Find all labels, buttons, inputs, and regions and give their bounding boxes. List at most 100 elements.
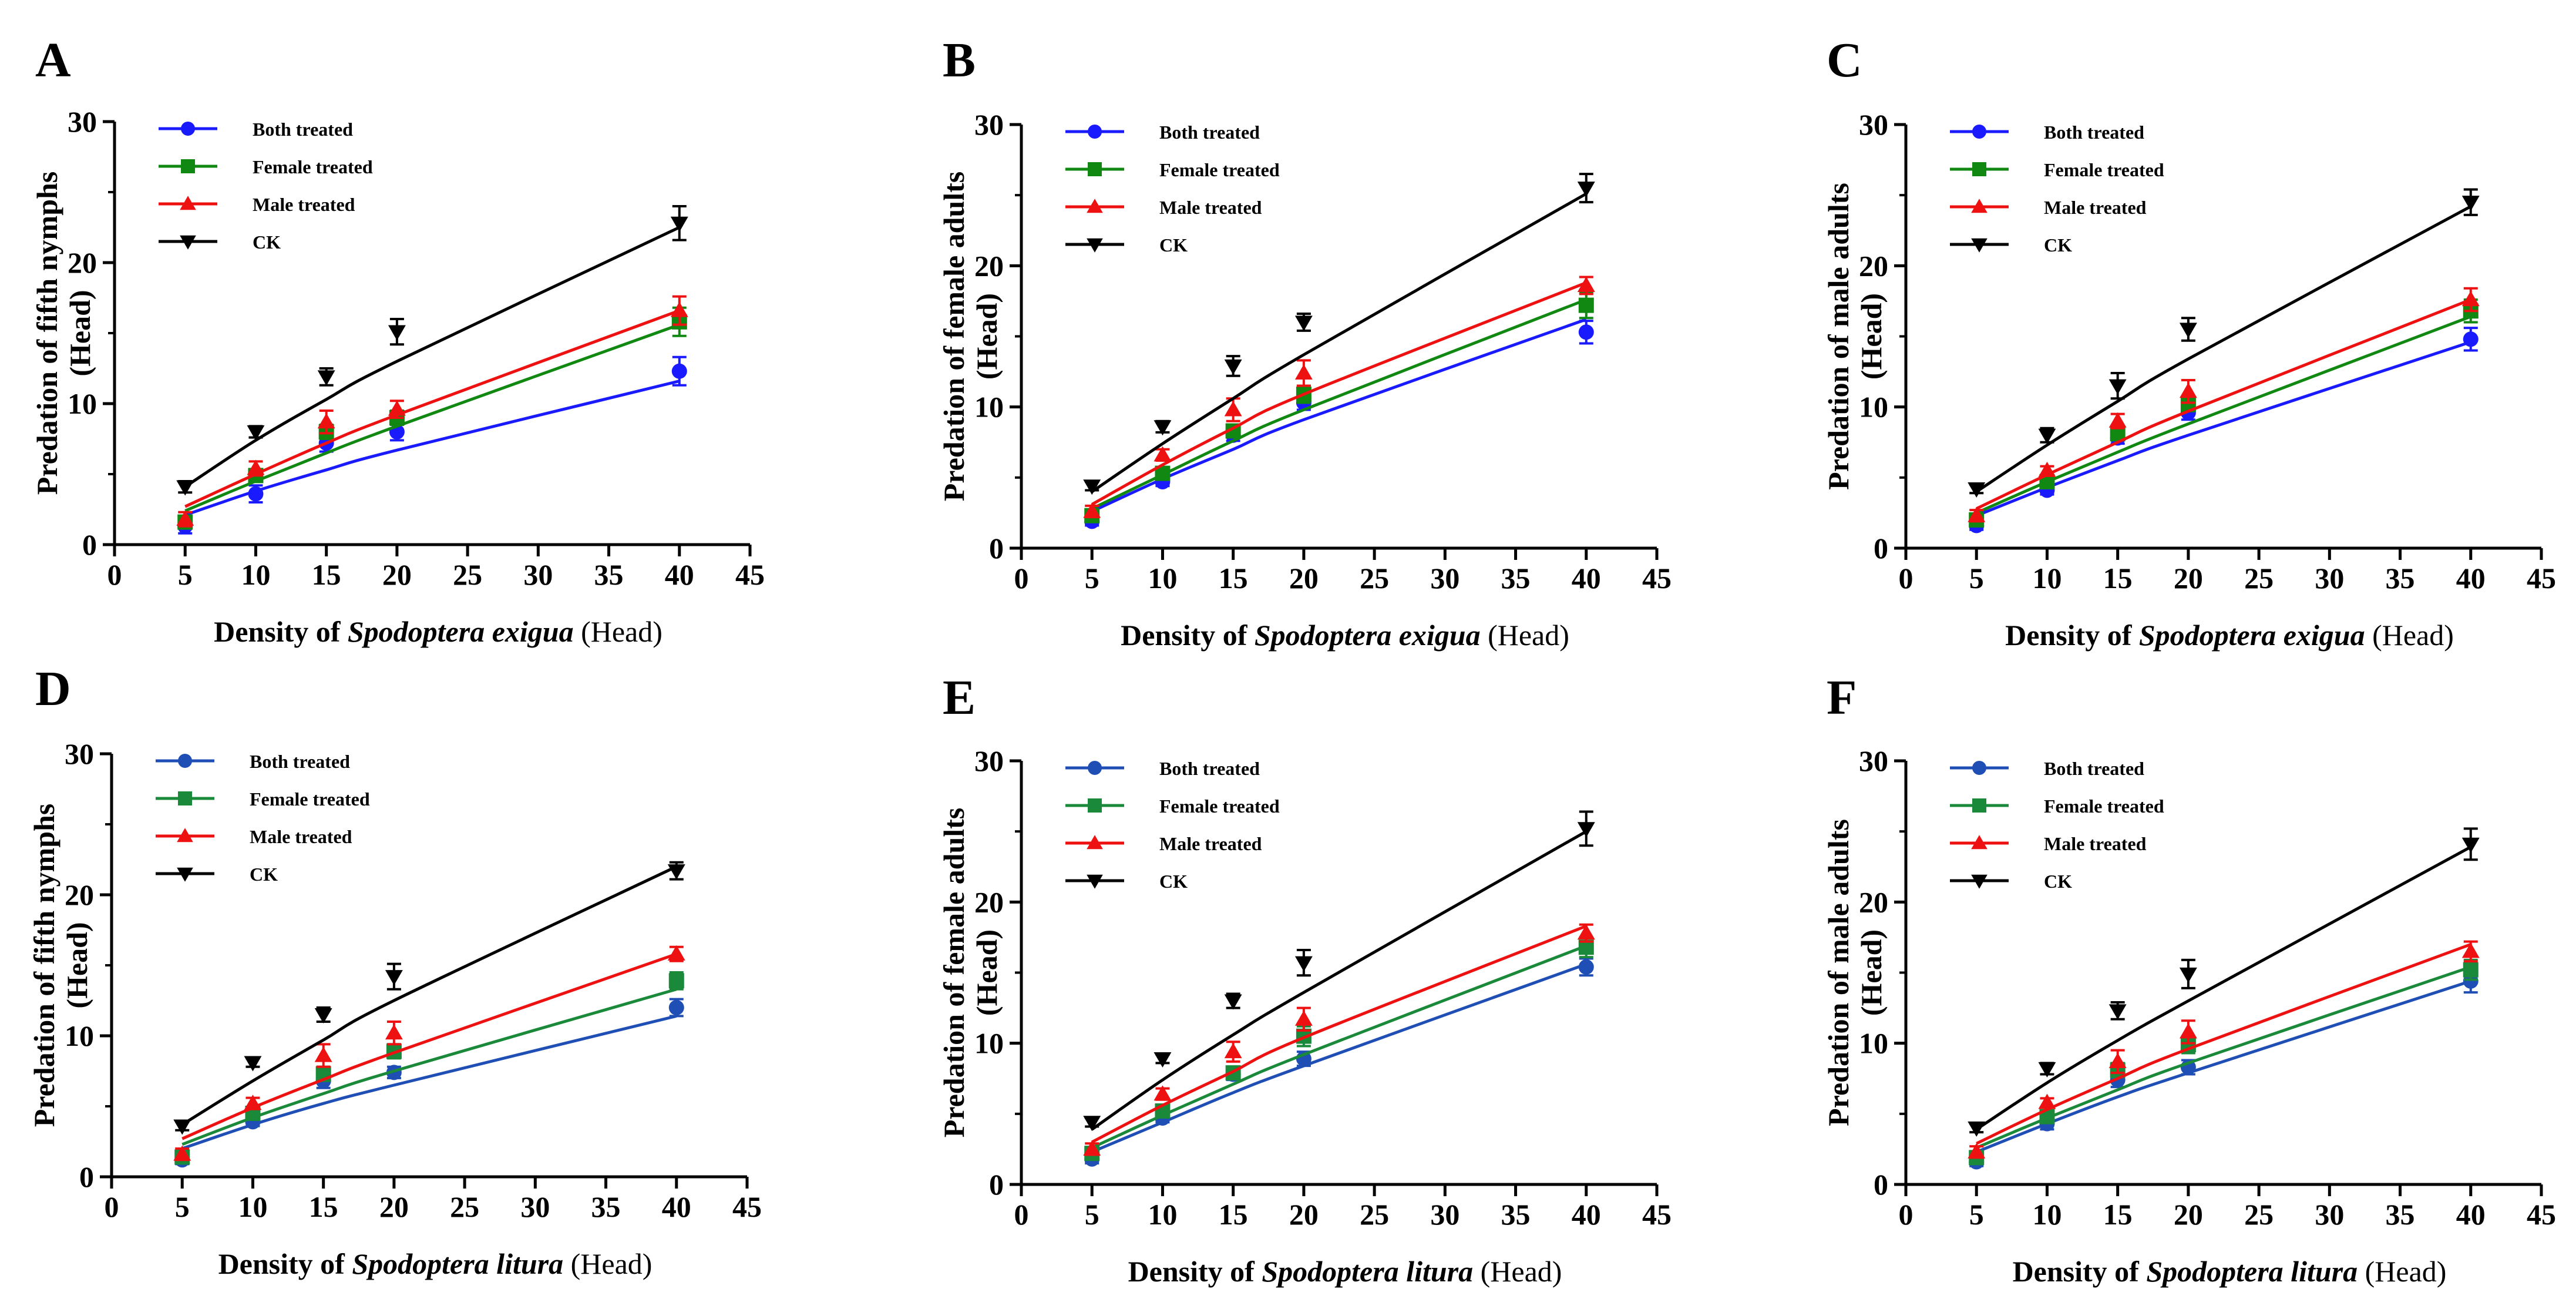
fit-curve — [1976, 965, 2471, 1149]
data-point — [1224, 359, 1242, 375]
data-point — [247, 459, 265, 475]
y-axis-title-unit: (Head) — [970, 293, 1003, 380]
data-point — [176, 480, 194, 496]
y-tick-label: 30 — [1859, 744, 1888, 777]
fit-curve — [181, 952, 677, 1140]
x-tick-label: 30 — [520, 1190, 550, 1223]
y-tick-label: 30 — [974, 744, 1004, 777]
legend-label: CK — [2044, 234, 2072, 256]
y-axis-title-unit: (Head) — [970, 929, 1003, 1016]
data-point — [1968, 1143, 1986, 1159]
x-tick-label: 20 — [2174, 562, 2203, 595]
x-axis-title-species: Spodoptera exigua — [2139, 619, 2365, 652]
y-tick-label: 10 — [974, 1027, 1004, 1060]
x-tick-label: 5 — [1085, 1198, 1099, 1231]
legend-label: Male treated — [2044, 197, 2147, 218]
x-tick-label: 10 — [238, 1190, 267, 1223]
series-ck — [173, 861, 685, 1135]
data-point — [1577, 924, 1595, 940]
series-ck — [1083, 810, 1595, 1132]
fit-curve — [1976, 315, 2471, 515]
x-tick-label: 20 — [2174, 1198, 2203, 1231]
legend-label: Female treated — [1159, 795, 1280, 817]
legend-label: Male treated — [1159, 197, 1262, 218]
data-point — [668, 973, 684, 989]
data-point — [1154, 446, 1172, 462]
y-axis-title: Predation of female adults — [937, 808, 970, 1138]
x-axis-title-suffix: (Head) — [563, 1247, 652, 1280]
data-point — [1577, 277, 1595, 293]
data-point — [248, 486, 264, 502]
fit-curve — [1091, 830, 1588, 1131]
x-tick-label: 30 — [2315, 1198, 2344, 1231]
x-axis-title: Density of Spodoptera litura (Head) — [1128, 1255, 1562, 1288]
x-tick-label: 25 — [2244, 562, 2274, 595]
fit-curve — [1091, 924, 1587, 1144]
data-point — [670, 216, 688, 232]
fit-curve — [1091, 944, 1587, 1149]
x-axis-title-species: Spodoptera exigua — [1255, 619, 1481, 652]
fit-curve — [1976, 340, 2471, 518]
x-tick-label: 30 — [1430, 562, 1459, 595]
legend-label: Male treated — [1159, 833, 1262, 854]
legend-label: Female treated — [250, 788, 370, 810]
data-point — [1577, 182, 1595, 197]
series-male-treated — [176, 295, 688, 528]
data-point — [667, 945, 685, 961]
data-point — [1083, 1140, 1101, 1156]
x-tick-label: 10 — [241, 558, 270, 591]
legend-marker — [178, 754, 192, 768]
series-male-treated — [1968, 940, 2480, 1159]
data-point — [1578, 324, 1594, 340]
x-axis-title-prefix: Density of — [218, 1247, 352, 1280]
data-point — [2038, 1093, 2056, 1109]
y-tick-label: 30 — [68, 105, 97, 138]
x-tick-label: 10 — [1148, 1198, 1177, 1231]
data-point — [1083, 502, 1101, 518]
x-axis-title-suffix: (Head) — [2358, 1255, 2446, 1288]
x-tick-label: 35 — [591, 1190, 621, 1223]
y-tick-label: 10 — [65, 1019, 94, 1052]
x-axis-title-prefix: Density of — [214, 615, 348, 648]
legend-label: Both treated — [1159, 122, 1260, 143]
x-tick-label: 5 — [178, 558, 193, 591]
data-point — [314, 1046, 332, 1062]
x-tick-label: 40 — [2456, 562, 2486, 595]
x-axis-title: Density of Spodoptera exigua (Head) — [214, 615, 663, 648]
data-point — [388, 325, 406, 341]
series-male-treated — [1083, 923, 1595, 1156]
x-tick-label: 45 — [1642, 1198, 1672, 1231]
data-point — [2108, 1004, 2127, 1020]
data-point — [1968, 1121, 1986, 1137]
data-point — [1224, 401, 1242, 417]
x-tick-label: 5 — [1969, 562, 1984, 595]
data-point — [2038, 461, 2056, 477]
data-point — [244, 1095, 262, 1110]
x-tick-label: 25 — [1360, 562, 1389, 595]
panel-label: B — [943, 33, 976, 88]
fit-curve — [181, 988, 677, 1146]
y-tick-label: 0 — [79, 1160, 94, 1193]
y-tick-label: 20 — [65, 878, 94, 911]
panel-label: E — [943, 670, 976, 725]
fit-curve — [1976, 298, 2471, 510]
legend-label: CK — [1159, 871, 1188, 892]
y-tick-label: 10 — [68, 387, 97, 420]
chart-panel-f: F 0 5 10 15 20 25 30 35 40 45 0 10 20 30 Density of Spo… — [1822, 670, 2556, 1288]
y-tick-label: 20 — [68, 246, 97, 279]
legend-marker — [1088, 761, 1102, 775]
legend-marker — [1972, 162, 1986, 176]
series-ck — [1083, 173, 1595, 495]
x-axis-title-species: Spodoptera litura — [1262, 1255, 1473, 1288]
data-point — [1578, 297, 1594, 313]
x-tick-label: 0 — [1014, 1198, 1029, 1231]
x-tick-label: 15 — [312, 558, 341, 591]
fit-curve — [1091, 281, 1587, 506]
x-tick-label: 25 — [450, 1190, 479, 1223]
y-axis-title-unit: (Head) — [63, 290, 96, 376]
x-tick-label: 45 — [2527, 1198, 2556, 1231]
x-tick-label: 40 — [665, 558, 694, 591]
data-point — [2108, 412, 2127, 428]
y-axis-title: Predation of fifth nymphs — [28, 804, 60, 1127]
